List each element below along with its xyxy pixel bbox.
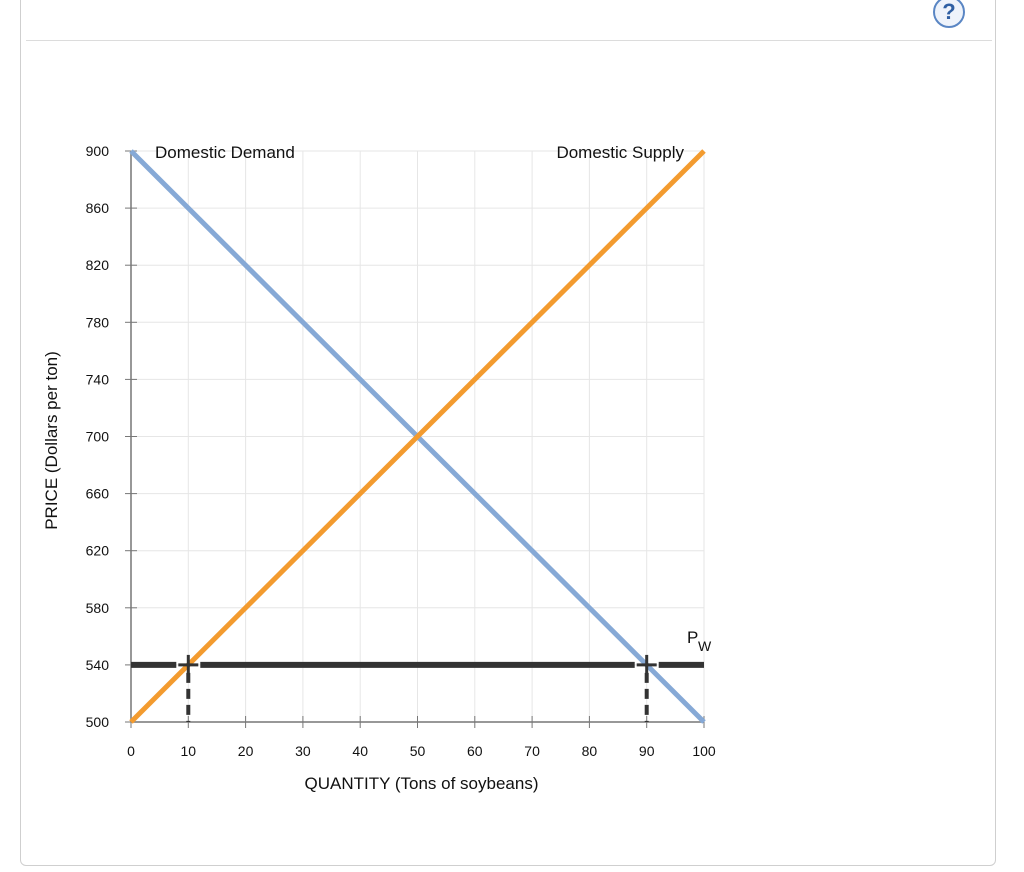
world-price-label: P <box>687 628 698 647</box>
y-tick-label: 740 <box>86 371 110 387</box>
x-tick-label: 40 <box>352 743 368 759</box>
y-tick-label: 580 <box>86 600 110 616</box>
x-tick-label: 60 <box>467 743 483 759</box>
domestic-supply-line[interactable] <box>129 149 706 724</box>
x-tick-label: 30 <box>295 743 311 759</box>
y-tick-label: 540 <box>86 657 110 673</box>
ticks: 0 10 20 30 40 50 60 70 80 90 100 500 540 580 620 660 700… <box>86 143 716 759</box>
world-price-subscript: W <box>698 638 712 654</box>
x-tick-label: 0 <box>127 743 135 759</box>
x-tick-label: 80 <box>582 743 598 759</box>
y-tick-label: 820 <box>86 257 110 273</box>
world-price-group[interactable] <box>131 654 704 722</box>
y-tick-label: 660 <box>86 486 110 502</box>
labels: QUANTITY (Tons of soybeans) PRICE (Dollar… <box>42 143 712 793</box>
y-axis-label: PRICE (Dollars per ton) <box>42 351 61 530</box>
help-button[interactable]: ? <box>932 0 970 30</box>
y-tick-label: 700 <box>86 429 110 445</box>
curves <box>129 149 706 724</box>
x-tick-label: 50 <box>410 743 426 759</box>
x-axis-label: QUANTITY (Tons of soybeans) <box>305 774 539 793</box>
x-tick-label: 90 <box>639 743 655 759</box>
divider <box>26 40 992 41</box>
domestic-demand-label: Domestic Demand <box>155 143 295 162</box>
help-question-icon <box>933 0 965 28</box>
y-tick-label: 500 <box>86 714 110 730</box>
x-tick-label: 70 <box>524 743 540 759</box>
help-glyph: ? <box>942 0 956 24</box>
domestic-supply-label: Domestic Supply <box>556 143 684 162</box>
y-tick-label: 780 <box>86 314 110 330</box>
y-tick-label: 860 <box>86 200 110 216</box>
y-tick-label: 900 <box>86 143 110 159</box>
y-tick-label: 620 <box>86 543 110 559</box>
x-tick-label: 20 <box>238 743 254 759</box>
x-tick-label: 100 <box>692 743 716 759</box>
x-tick-label: 10 <box>181 743 197 759</box>
